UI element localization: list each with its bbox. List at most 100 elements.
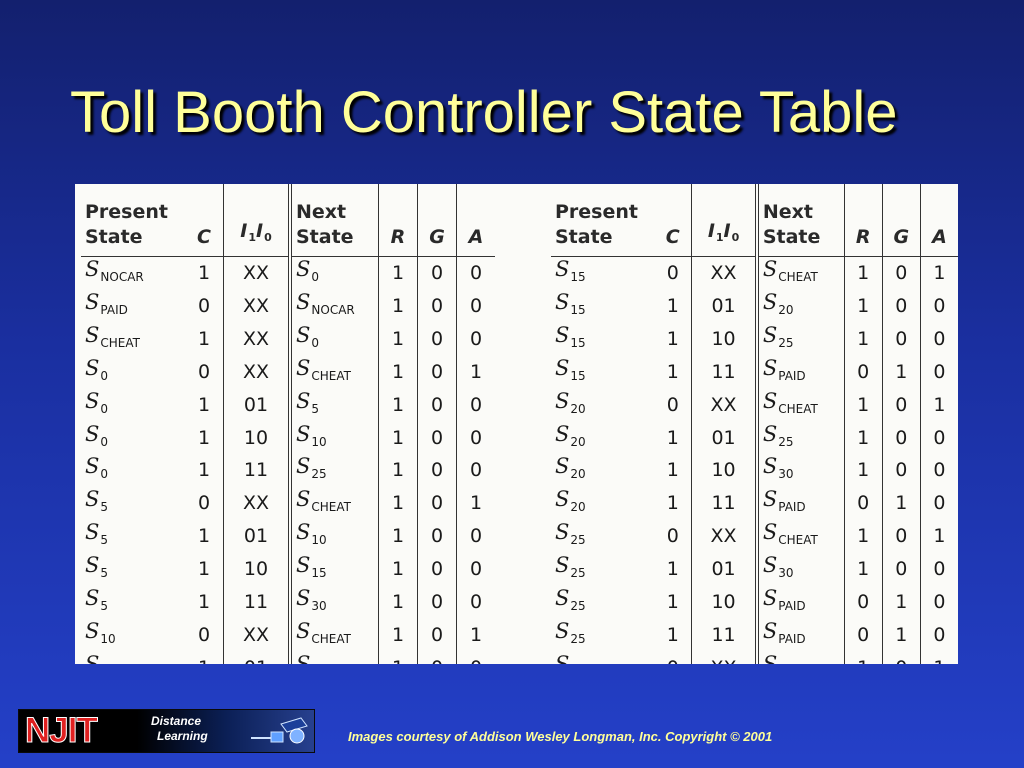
present-state-cell: S20	[551, 389, 654, 422]
state-subscript: 10	[311, 533, 327, 548]
table-row: S20 1 11 SPAID 0 1 0	[551, 487, 958, 521]
present-state-cell: S10	[81, 619, 185, 652]
inputs-cell: XX	[223, 487, 290, 521]
state-subscript: 15	[570, 302, 586, 317]
present-state-cell: S25	[551, 586, 654, 619]
state-subscript: 25	[570, 566, 586, 581]
state-letter: S	[296, 553, 311, 578]
table-row: S10 0 XX SCHEAT 1 0 1	[81, 618, 495, 652]
state-letter: S	[555, 421, 570, 446]
state-letter: S	[555, 618, 570, 643]
r-cell: 1	[843, 388, 883, 422]
state-subscript: CHEAT	[778, 401, 818, 416]
table-row: S15 1 01 S20 1 0 0	[551, 289, 958, 323]
c-cell: 1	[197, 525, 211, 548]
state-subscript: 20	[570, 434, 586, 449]
next-state-cell: SPAID	[754, 355, 845, 389]
state-letter: S	[85, 454, 100, 479]
a-cell: 0	[919, 421, 958, 455]
next-state-cell: SPAID	[754, 586, 845, 619]
c-cell: 1	[185, 652, 224, 664]
header-present-line2: State	[85, 226, 143, 248]
header-next-line2: State	[296, 226, 354, 248]
table-row: SCHEAT 1 XX S0 1 0 0	[81, 322, 495, 356]
header-next-line2: State	[762, 226, 821, 248]
table-row: S25 1 11 SPAID 0 1 0	[551, 618, 958, 652]
next-state-cell: SCHEAT	[754, 651, 845, 664]
r-cell: 1	[378, 487, 418, 521]
g-cell: 0	[417, 322, 457, 356]
inputs-cell: XX	[223, 618, 290, 652]
c-cell: 1	[666, 459, 679, 482]
c-cell: 1	[666, 492, 679, 515]
state-subscript: 20	[570, 467, 586, 482]
table-row: S20 1 01 S25 1 0 0	[551, 421, 958, 455]
inputs-cell: 11	[691, 355, 757, 389]
r-cell: 0	[843, 355, 883, 389]
table-row: S15 1 11 SPAID 0 1 0	[551, 355, 958, 389]
state-letter: S	[85, 257, 100, 281]
g-cell: 0	[881, 651, 921, 664]
present-state-cell: S25	[551, 553, 654, 586]
present-state-cell: S20	[551, 487, 654, 520]
r-cell: 1	[843, 322, 883, 356]
present-state-cell: S20	[551, 422, 654, 455]
next-state-cell: S25	[754, 322, 845, 356]
next-state-cell: S30	[754, 553, 845, 587]
header-next-state: Next State	[288, 184, 379, 257]
state-letter: S	[555, 322, 570, 347]
next-state-cell: S25	[754, 421, 845, 455]
state-letter: S	[762, 520, 778, 545]
table-row: S20 0 XX SCHEAT 1 0 1	[551, 388, 958, 422]
header-c: C	[185, 184, 224, 257]
state-subscript: 10	[311, 434, 327, 449]
state-letter: S	[85, 322, 100, 347]
r-cell: 1	[378, 421, 418, 455]
state-subscript: PAID	[778, 631, 806, 646]
state-subscript: 25	[570, 533, 586, 548]
state-letter: S	[296, 421, 311, 446]
header-r: R	[843, 184, 883, 257]
a-cell: 0	[456, 388, 495, 422]
state-table-left-body: SNOCAR 1 XX S0 1 0 0 SPAID 0 XX SNOCAR 1 0 0 SCHEAT 1 XX…	[81, 256, 495, 664]
state-letter: S	[555, 520, 570, 545]
next-state-cell: SCHEAT	[754, 256, 845, 290]
state-subscript: CHEAT	[311, 631, 351, 646]
r-cell: 0	[843, 618, 883, 652]
state-letter: S	[85, 520, 100, 545]
header-next-line1: Next	[296, 201, 347, 223]
a-cell: 0	[456, 586, 495, 619]
next-state-cell: S15	[288, 553, 379, 587]
state-subscript: 25	[311, 467, 327, 482]
a-cell: 0	[919, 487, 958, 521]
r-cell: 1	[378, 651, 418, 664]
state-subscript: 20	[570, 401, 586, 416]
table-row: SPAID 0 XX SNOCAR 1 0 0	[81, 289, 495, 323]
r-cell: 1	[378, 586, 418, 619]
table-row: S0 1 11 S25 1 0 0	[81, 454, 495, 488]
r-cell: 1	[843, 289, 883, 323]
g-cell: 0	[417, 421, 457, 455]
state-table-right-body: S15 0 XX SCHEAT 1 0 1 S15 1 01 S20 1 0 0 S15 1 10 S25 1 0 0 S…	[551, 256, 958, 664]
header-i1-main: I	[240, 220, 248, 242]
header-a: A	[919, 184, 958, 257]
present-state-cell: SPAID	[81, 290, 185, 323]
state-subscript: 5	[311, 401, 320, 416]
inputs-cell: 01	[691, 421, 757, 455]
a-cell: 1	[919, 256, 958, 290]
state-letter: S	[555, 454, 570, 479]
table-row: SNOCAR 1 XX S0 1 0 0	[81, 256, 495, 290]
state-letter: S	[555, 586, 570, 611]
g-cell: 0	[417, 487, 457, 521]
inputs-cell: XX	[691, 651, 757, 664]
next-state-cell: SCHEAT	[288, 618, 379, 652]
next-state-cell: SPAID	[754, 487, 845, 521]
a-cell: 0	[456, 520, 495, 554]
present-state-cell: S5	[81, 520, 185, 553]
header-present-state: Present State	[551, 184, 655, 257]
present-state-cell: S0	[81, 389, 185, 422]
state-subscript: 20	[570, 500, 586, 515]
table-row: S20 1 10 S30 1 0 0	[551, 454, 958, 488]
state-letter: S	[555, 553, 570, 578]
c-cell: 0	[197, 623, 211, 646]
